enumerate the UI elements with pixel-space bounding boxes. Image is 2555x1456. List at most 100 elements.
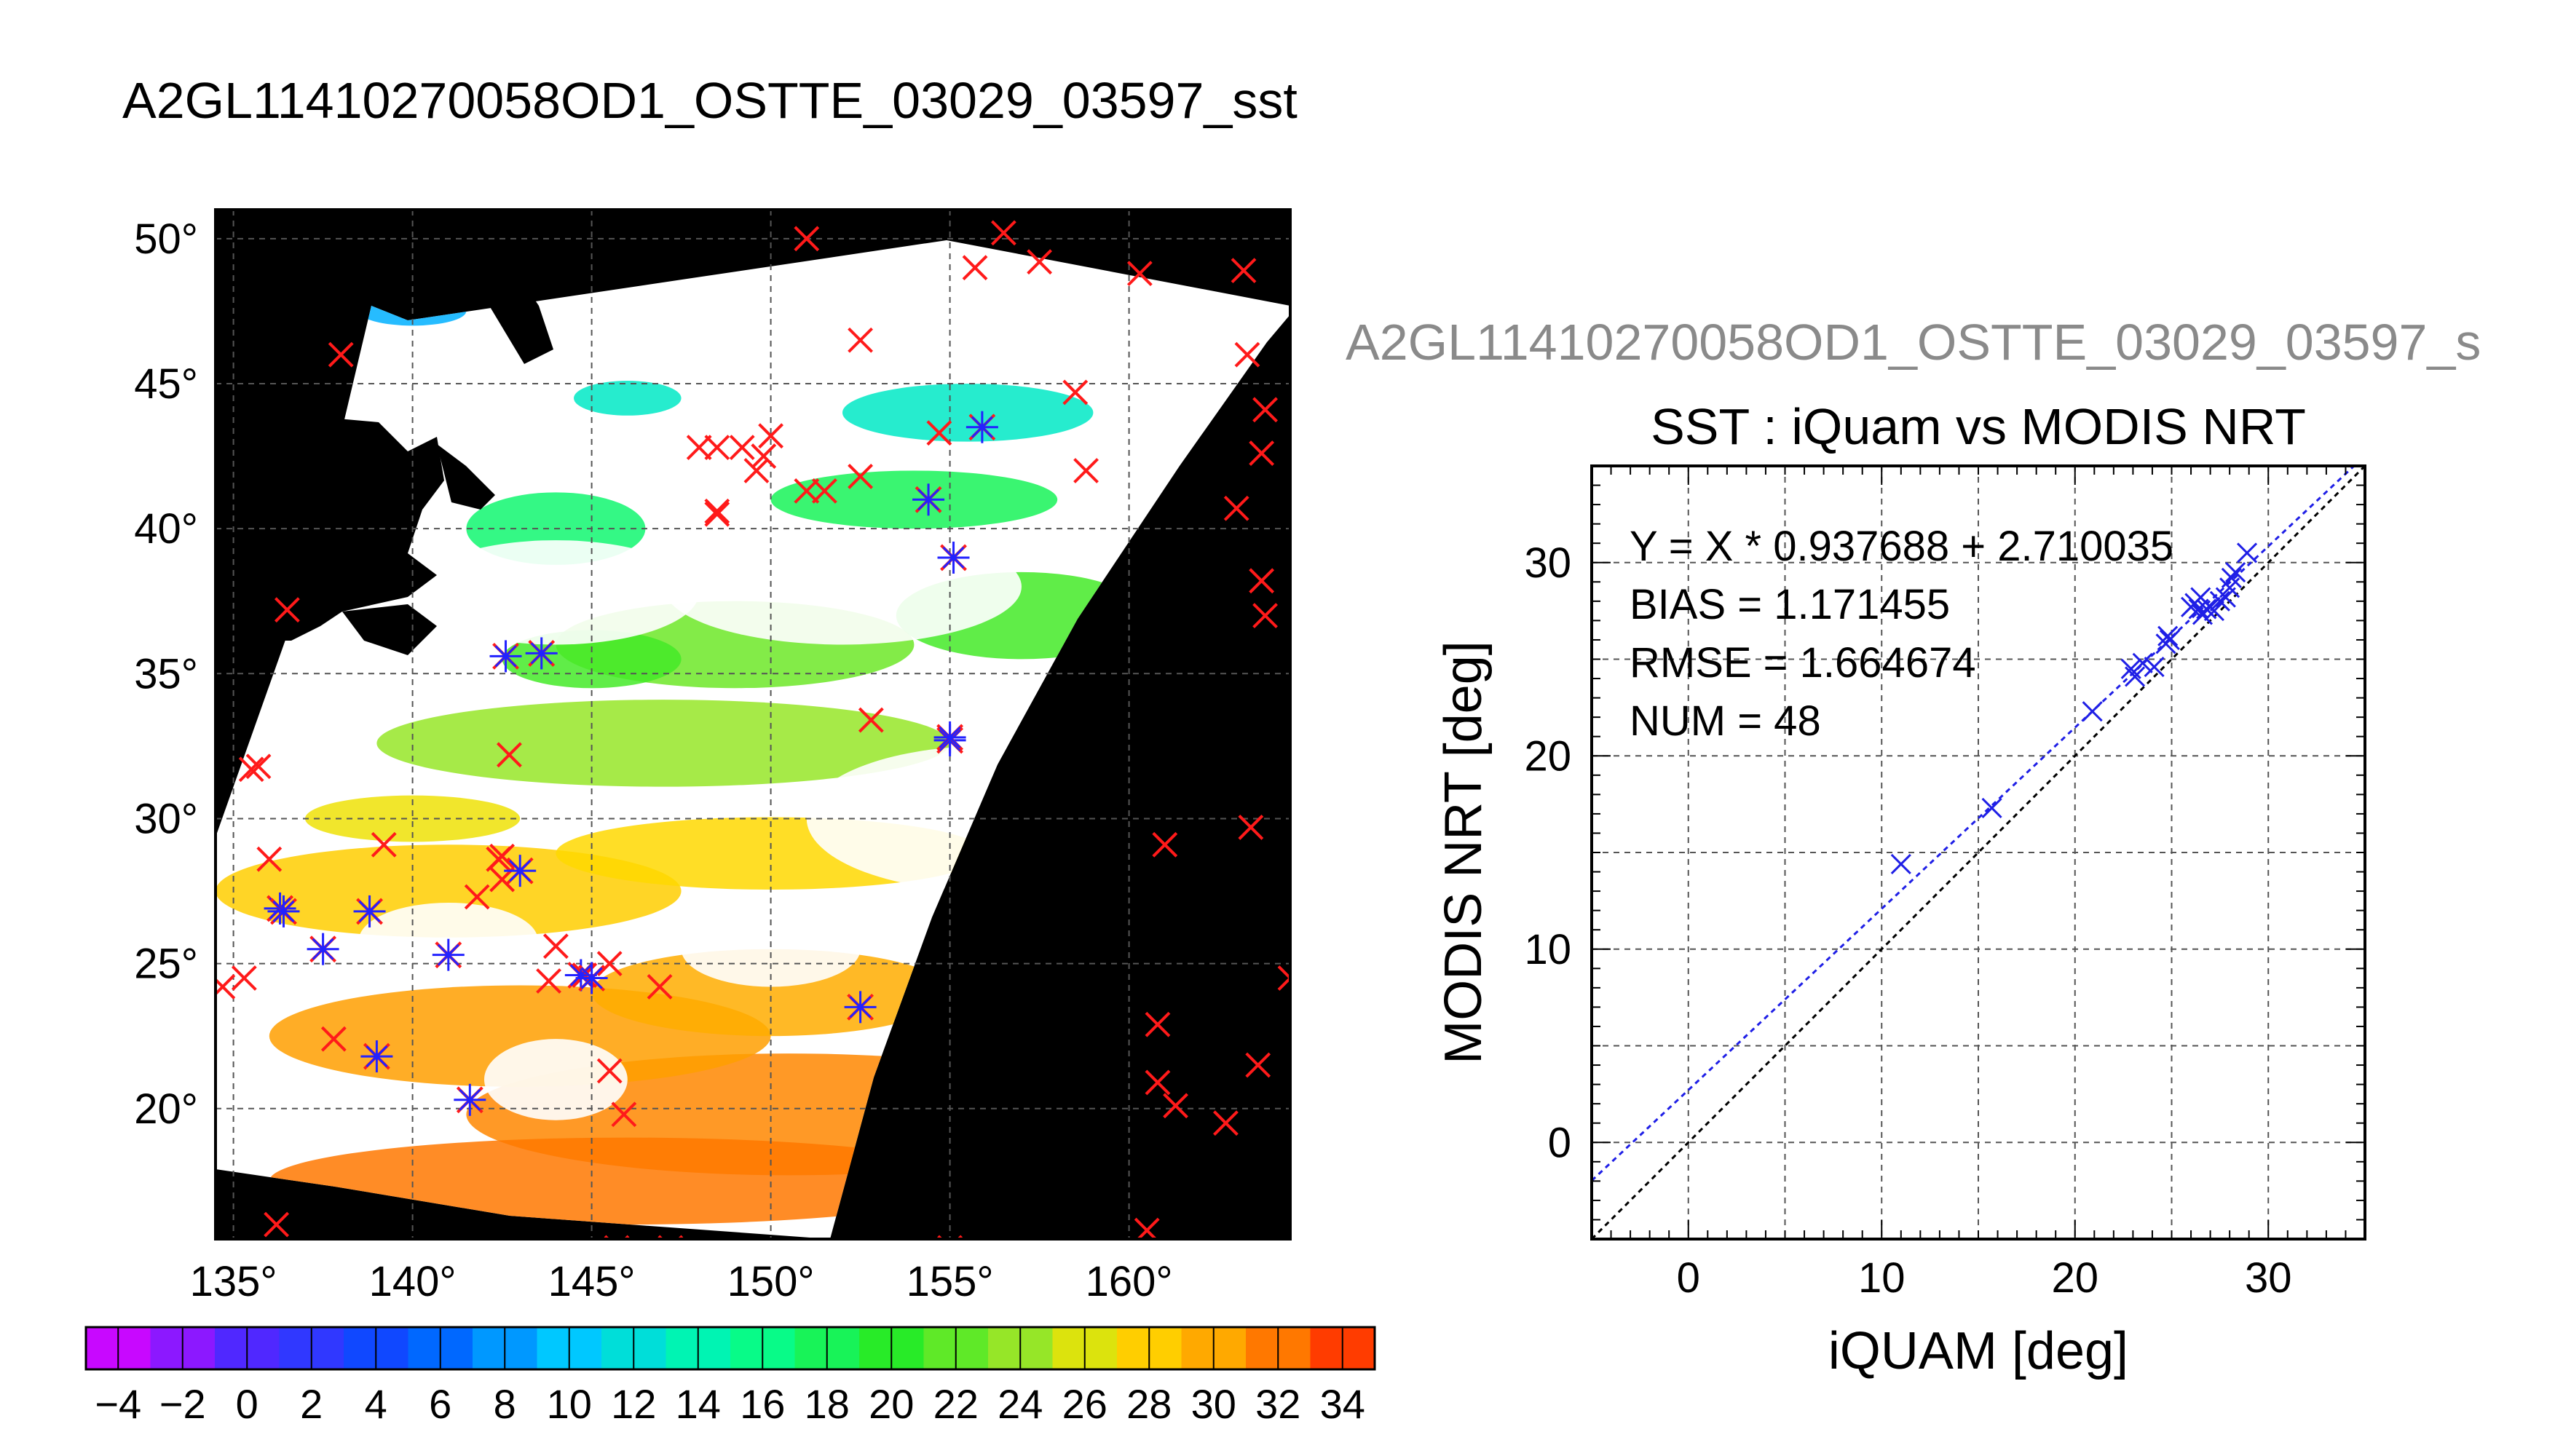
matchup-marker <box>844 991 877 1024</box>
iquam-marker <box>794 478 820 504</box>
lat-tick-label: 30° <box>134 795 198 842</box>
matchup-marker <box>912 483 945 516</box>
matchup-marker <box>504 855 537 887</box>
colorbar-tick-label: 6 <box>429 1381 451 1427</box>
scatter-point <box>2159 629 2180 651</box>
colorbar-tick-label: 8 <box>494 1381 516 1427</box>
map-gridlines <box>216 210 1290 1239</box>
y-axis-label: MODIS NRT [deg] <box>1434 641 1493 1064</box>
colorbar-tick-label: −4 <box>95 1381 141 1427</box>
colorbar-tick-labels: −4 −2 0 2 4 6 8 10 12 14 16 18 20 22 24 26 28 30 32 34 <box>95 1381 1365 1427</box>
iquam-marker <box>1062 379 1089 405</box>
iquam-marker <box>1145 1069 1171 1096</box>
colorbar-tick-label: 14 <box>676 1381 721 1427</box>
iquam-marker <box>1234 341 1260 368</box>
lat-tick-label: 25° <box>134 941 198 988</box>
colorbar-tick-label: 16 <box>740 1381 785 1427</box>
iquam-marker <box>704 501 730 527</box>
matchup-marker <box>489 640 522 673</box>
iquam-marker <box>1027 249 1053 275</box>
lon-tick-label: 155° <box>907 1258 994 1305</box>
matchup-marker <box>454 1083 486 1116</box>
iquam-marker <box>497 742 522 768</box>
sst-colorbar <box>84 1326 1376 1371</box>
stats-annotation: Y = X * 0.937688 + 2.710035 <box>1630 523 2173 570</box>
colorbar-tick-label: 12 <box>611 1381 656 1427</box>
iquam-marker <box>1073 458 1099 483</box>
x-tick-label: 10 <box>1858 1254 1906 1302</box>
colorbar-tick-label: 20 <box>869 1381 914 1427</box>
colorbar-tick-label: 24 <box>998 1381 1043 1427</box>
lon-tick-label: 145° <box>548 1258 636 1305</box>
iquam-marker <box>686 435 712 461</box>
lon-tick-label: 150° <box>727 1258 815 1305</box>
x-tick-label: 30 <box>2245 1254 2292 1302</box>
scatter-point <box>2157 625 2179 646</box>
lat-tick-label: 35° <box>134 650 198 697</box>
colorbar-tick-label: −2 <box>159 1381 206 1427</box>
colorbar-tick-label: 28 <box>1126 1381 1172 1427</box>
iquam-marker <box>1277 965 1290 991</box>
matchup-marker <box>933 721 966 753</box>
iquam-marker <box>751 443 777 469</box>
iquam-marker <box>542 933 569 960</box>
iquam-marker <box>1252 603 1278 629</box>
scatter-y-tick-labels: 0 10 20 30 <box>1524 539 1571 1167</box>
map-frame <box>214 208 1292 1241</box>
iquam-marker <box>596 1058 623 1084</box>
sst-patch <box>269 1137 986 1225</box>
iquam-marker <box>704 435 730 461</box>
scatter-gridlines <box>1592 466 2365 1239</box>
iquam-marker <box>811 478 837 504</box>
matchup-marker <box>432 938 465 971</box>
scatter-point <box>2132 652 2153 673</box>
iquam-marker <box>486 846 512 872</box>
iquam-marker <box>729 435 755 461</box>
x-tick-label: 0 <box>1677 1254 1700 1302</box>
iquam-marker <box>794 226 820 252</box>
iquam-marker <box>1252 397 1278 423</box>
colorbar-tick-label: 26 <box>1062 1381 1107 1427</box>
scatter-point <box>2082 701 2103 722</box>
lat-tick-label: 45° <box>134 360 198 408</box>
y-tick-label: 30 <box>1524 539 1571 587</box>
colorbar-tick-label: 2 <box>300 1381 323 1427</box>
iquam-marker <box>743 458 770 483</box>
colorbar-tick-label: 0 <box>236 1381 258 1427</box>
plot-frame <box>1590 464 2366 1241</box>
y-tick-label: 10 <box>1524 926 1571 973</box>
iquam-marker <box>1163 1093 1188 1119</box>
iquam-marker <box>371 831 397 858</box>
iquam-marker <box>990 220 1016 246</box>
iquam-marker <box>274 597 300 623</box>
colorbar-tick-label: 34 <box>1320 1381 1365 1427</box>
iquam-marker <box>1231 258 1257 284</box>
scatter-x-tick-labels: 0 10 20 30 <box>1677 1254 2292 1302</box>
stats-annotations: Y = X * 0.937688 + 2.710035 BIAS = 1.1714… <box>1630 523 2173 745</box>
cloud-gap <box>681 911 861 987</box>
lon-tick-label: 160° <box>1086 1258 1173 1305</box>
scatter-point <box>2124 666 2146 687</box>
iquam-marker <box>1249 568 1275 594</box>
iquam-marker <box>536 968 561 994</box>
stats-annotation: NUM = 48 <box>1630 697 1821 745</box>
lat-tick-label: 20° <box>134 1085 198 1133</box>
iquam-marker <box>926 420 952 446</box>
y-tick-label: 0 <box>1548 1119 1571 1166</box>
iquam-marker <box>1249 440 1275 466</box>
lat-tick-label: 50° <box>134 215 198 263</box>
iquam-marker <box>256 846 283 872</box>
iquam-marker <box>1245 1052 1271 1078</box>
iquam-marker <box>848 464 874 489</box>
matchup-marker <box>353 895 386 927</box>
map-lat-tick-labels: 20° 25° 30° 35° 40° 45° 50° <box>134 215 198 1133</box>
iquam-marker <box>758 423 784 449</box>
iquam-marker <box>611 1101 637 1128</box>
lat-tick-label: 40° <box>134 505 198 553</box>
scatter-points <box>1890 542 2258 874</box>
scatter-point <box>2203 601 2224 622</box>
iquam-marker <box>1238 814 1264 840</box>
iquam-marker <box>596 951 623 977</box>
